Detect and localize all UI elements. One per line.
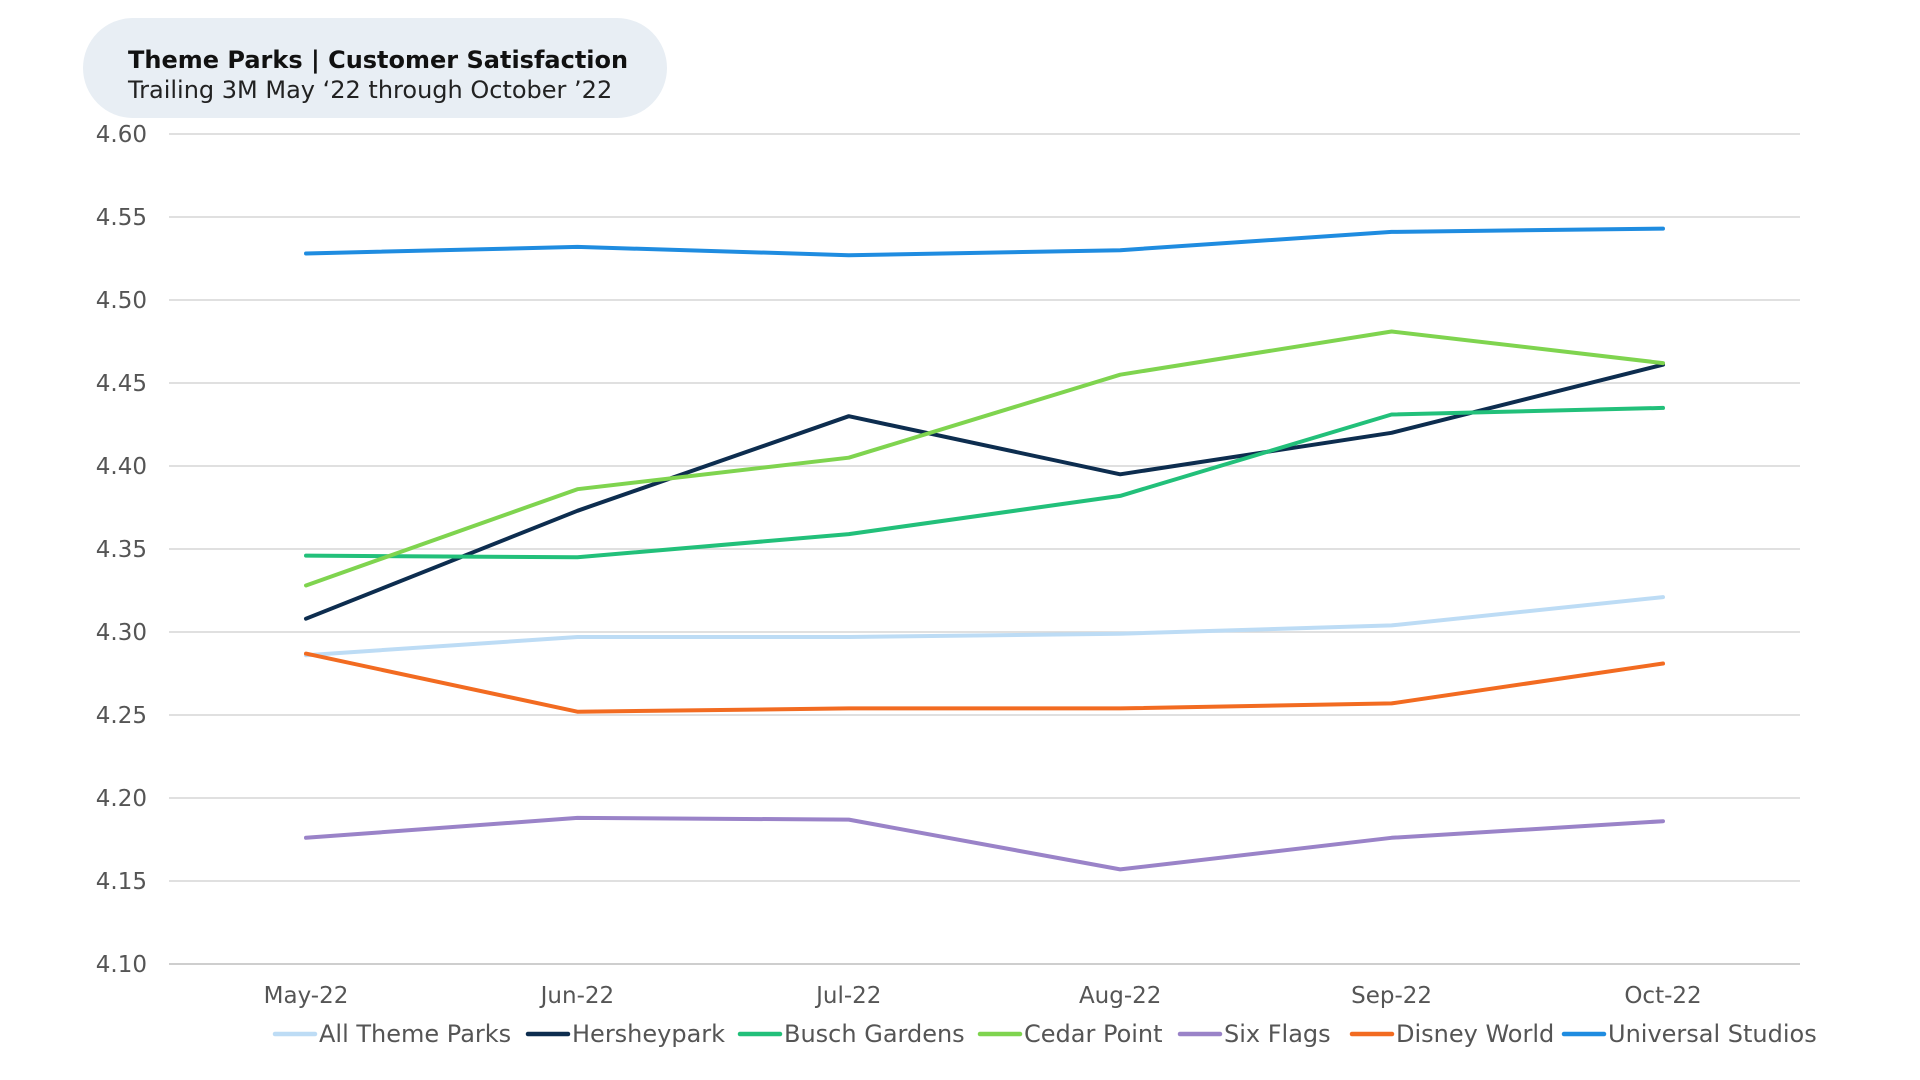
y-tick-label: 4.30 (96, 620, 147, 646)
series-lines (304, 226, 1665, 872)
x-tick-label: May-22 (264, 983, 349, 1009)
y-tick-label: 4.45 (96, 371, 147, 397)
y-tick-label: 4.40 (96, 454, 147, 480)
series-line (304, 362, 1665, 621)
legend-label: Six Flags (1224, 1020, 1331, 1048)
chart-title: Theme Parks | Customer Satisfaction (128, 46, 629, 74)
series-line (304, 651, 1665, 714)
series-line (304, 329, 1665, 588)
y-axis-ticks: 4.60 4.55 4.50 4.45 4.40 4.35 4.30 4.25 4.20 4.15… (96, 122, 147, 978)
x-tick-label: Oct-22 (1624, 983, 1701, 1009)
gridlines (169, 133, 1800, 965)
legend-label: Cedar Point (1024, 1020, 1163, 1048)
chart-subtitle: Trailing 3M May ‘22 through October ’22 (128, 76, 613, 104)
x-axis-ticks: May-22 Jun-22 Jul-22 Aug-22 Sep-22 Oct-22 (264, 983, 1702, 1009)
legend-label: Universal Studios (1608, 1020, 1817, 1048)
y-tick-label: 4.60 (96, 122, 147, 148)
series-line (304, 815, 1665, 872)
legend: All Theme Parks Hersheypark Busch Gardens C… (272, 1020, 1817, 1048)
y-tick-label: 4.25 (96, 703, 147, 729)
series-line (304, 405, 1665, 560)
x-tick-label: Aug-22 (1079, 983, 1161, 1009)
legend-label: Busch Gardens (784, 1020, 965, 1048)
legend-label: Hersheypark (572, 1020, 725, 1048)
series-line (304, 595, 1665, 658)
series-line (304, 226, 1665, 258)
y-tick-label: 4.15 (96, 869, 147, 895)
y-tick-label: 4.50 (96, 288, 147, 314)
legend-label: All Theme Parks (319, 1020, 511, 1048)
x-tick-label: Jul-22 (814, 983, 881, 1009)
legend-label: Disney World (1396, 1020, 1554, 1048)
y-tick-label: 4.20 (96, 786, 147, 812)
x-tick-label: Jun-22 (539, 983, 615, 1009)
y-tick-label: 4.10 (96, 952, 147, 978)
y-tick-label: 4.35 (96, 537, 147, 563)
title-box (83, 18, 667, 118)
x-tick-label: Sep-22 (1351, 983, 1432, 1009)
y-tick-label: 4.55 (96, 205, 147, 231)
